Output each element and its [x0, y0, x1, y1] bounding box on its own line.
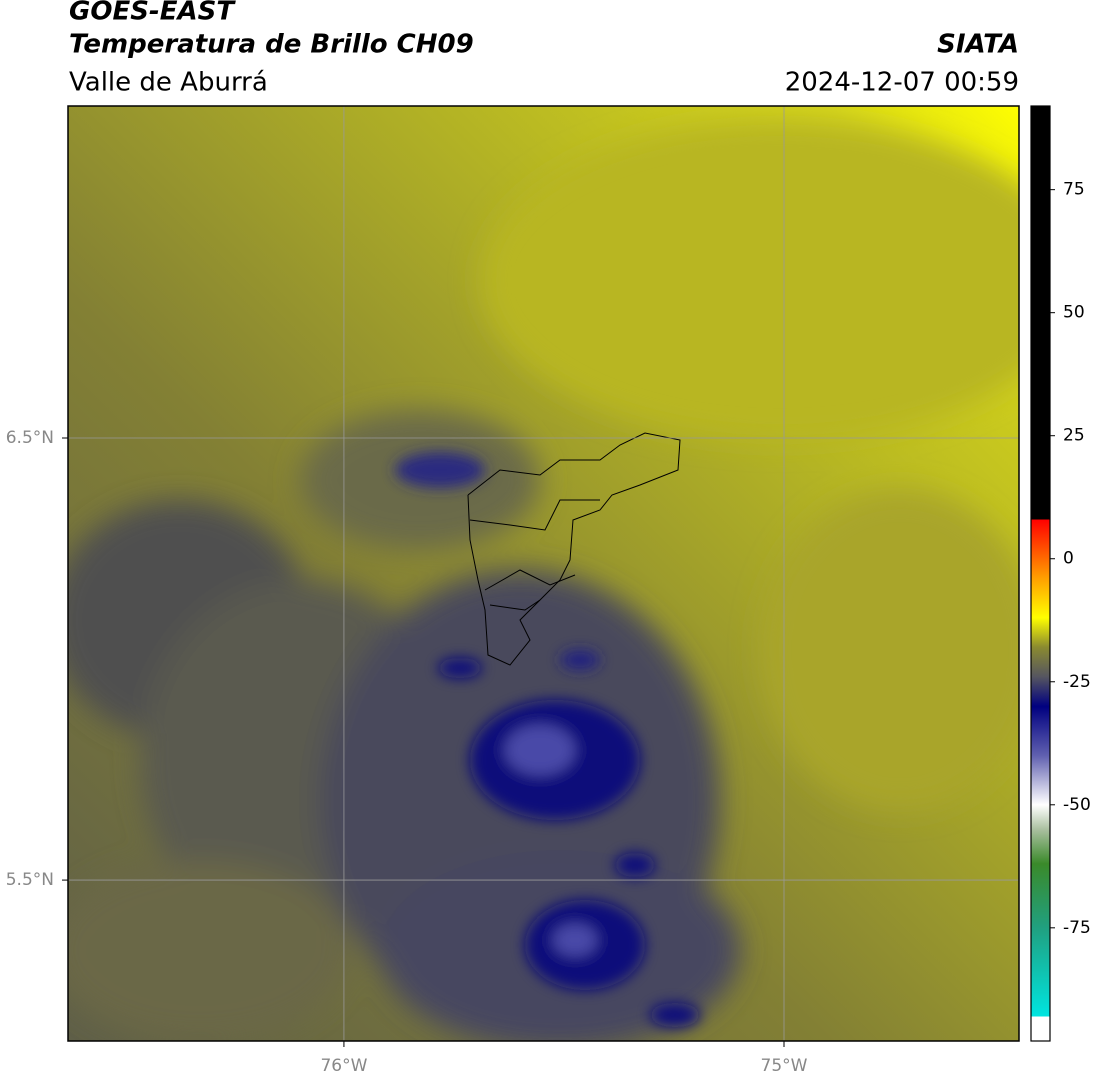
municipal-border	[489, 599, 541, 611]
map-frame	[67, 105, 1020, 1042]
title: Temperatura de Brillo CH09	[69, 30, 474, 60]
colorbar-tick-label: 50	[1063, 303, 1085, 323]
region: Valle de Aburrá	[69, 68, 268, 98]
timestamp: 2024-12-07 00:59	[785, 68, 1019, 98]
colorbar-tick-label: -50	[1063, 795, 1091, 815]
colorbar-tick-label: -25	[1063, 672, 1091, 692]
graticule	[68, 106, 1019, 1041]
colorbar	[1030, 105, 1051, 1042]
colorbar-tick-label: 25	[1063, 426, 1085, 446]
lat-tick-label: 6.5°N	[6, 428, 54, 448]
municipal-border	[469, 499, 600, 531]
lon-tick-label: 75°W	[761, 1056, 808, 1076]
valley-outline	[467, 432, 681, 666]
satellite-image	[68, 106, 1019, 1041]
colorbar-tick-label: 75	[1063, 180, 1085, 200]
satellite-name: GOES-EAST	[69, 0, 236, 27]
colorbar-tick-label: 0	[1063, 549, 1074, 569]
lat-tick-label: 5.5°N	[6, 870, 54, 890]
source: SIATA	[937, 30, 1019, 60]
colorbar-tick-label: -75	[1063, 918, 1091, 938]
municipal-border	[484, 569, 576, 591]
lon-tick-label: 76°W	[320, 1056, 367, 1076]
